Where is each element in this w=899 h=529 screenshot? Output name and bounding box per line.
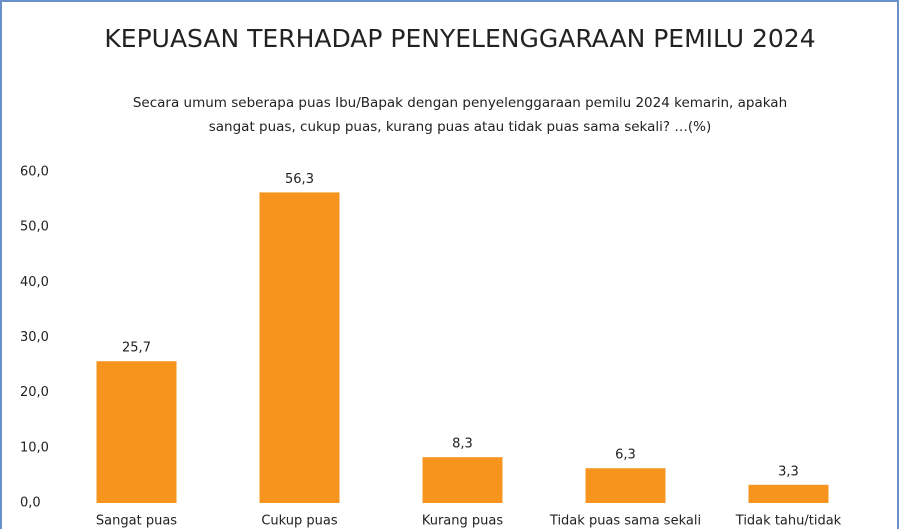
data-label: 3,3 xyxy=(778,464,799,479)
y-tick-label: 0,0 xyxy=(20,496,41,511)
data-label: 8,3 xyxy=(452,437,473,452)
subtitle: sangat puas, cukup puas, kurang puas ata… xyxy=(209,119,711,135)
x-tick-label: Tidak puas sama sekali xyxy=(549,514,701,529)
x-tick-label: Sangat puas xyxy=(96,514,177,529)
y-tick-label: 50,0 xyxy=(20,220,49,235)
bar xyxy=(585,468,666,503)
bar xyxy=(422,457,503,503)
data-label: 6,3 xyxy=(615,448,636,463)
bar xyxy=(96,361,177,503)
data-label: 25,7 xyxy=(122,341,151,356)
y-tick-label: 20,0 xyxy=(20,385,49,400)
bar xyxy=(259,192,340,503)
chart-title: KEPUASAN TERHADAP PENYELENGGARAAN PEMILU… xyxy=(104,24,815,53)
x-tick-label: Kurang puas xyxy=(422,514,504,529)
subtitle: Secara umum seberapa puas Ibu/Bapak deng… xyxy=(133,95,787,111)
y-tick-label: 60,0 xyxy=(20,165,49,180)
bar xyxy=(748,484,829,503)
x-tick-label: Cukup puas xyxy=(261,514,338,529)
data-label: 56,3 xyxy=(285,172,314,187)
y-tick-label: 40,0 xyxy=(20,275,49,290)
y-tick-label: 30,0 xyxy=(20,330,49,345)
x-tick-label: Tidak tahu/tidak xyxy=(735,514,842,529)
y-tick-label: 10,0 xyxy=(20,440,49,455)
